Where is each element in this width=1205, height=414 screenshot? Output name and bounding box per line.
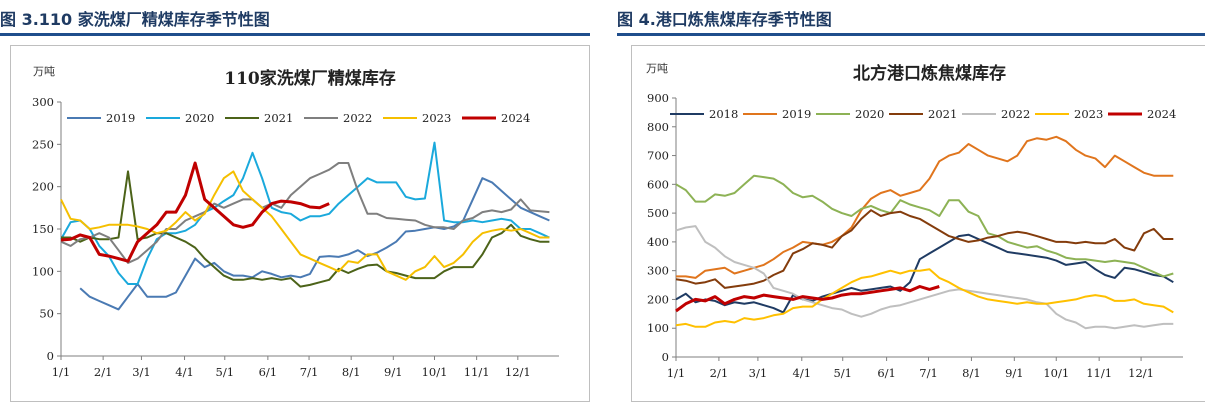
x-tick-label: 6/1 [877, 366, 896, 380]
right-panel: 图 4.港口炼焦煤库存季节性图 北方港口炼焦煤库存 万吨 0 100 200 300 400… [617, 0, 1205, 414]
x-tick-label: 11/1 [464, 365, 490, 379]
x-tick-label: 11/1 [1086, 366, 1112, 380]
chart-frame: 110家洗煤厂精煤库存 万吨 0 50 100 150 200 250 300 1/1 2/1 3/1… [10, 45, 590, 402]
x-tick-label: 4/1 [175, 365, 194, 379]
x-tick-label: 10/1 [422, 365, 448, 379]
x-tick-label: 2/1 [94, 365, 113, 379]
series-line-2021 [675, 209, 1174, 289]
x-tick-label: 5/1 [216, 365, 235, 379]
y-tick-label: 250 [32, 137, 54, 151]
legend-label: 2019 [782, 107, 811, 121]
x-tick-label: 2/1 [710, 366, 729, 380]
x-tick-label: 7/1 [300, 365, 319, 379]
left-panel: 图 3.110 家洗煤厂精煤库存季节性图 110家洗煤厂精煤库存 万吨 0 50 100… [0, 0, 590, 414]
x-tick-label: 12/1 [505, 365, 531, 379]
legend-label: 2022 [1001, 107, 1030, 121]
y-tick-label: 100 [32, 264, 54, 278]
y-tick-label: 100 [647, 321, 669, 335]
y-tick-label: 800 [647, 120, 669, 134]
y-tick-label: 900 [647, 91, 669, 105]
x-tick-label: 3/1 [749, 366, 768, 380]
caption-rule [0, 33, 590, 36]
chart-title: 北方港口炼焦煤库存 [853, 63, 1006, 84]
y-tick-label: 0 [662, 350, 669, 364]
x-tick-label: 8/1 [342, 365, 361, 379]
x-tick-label: 1/1 [52, 365, 71, 379]
legend-label: 2021 [928, 107, 957, 121]
series-line-2024 [675, 285, 940, 313]
caption-rule [617, 33, 1205, 36]
y-tick-label: 700 [647, 149, 669, 163]
x-tick-label: 5/1 [833, 366, 852, 380]
x-tick-label: 4/1 [793, 366, 812, 380]
x-tick-label: 9/1 [384, 365, 403, 379]
x-tick-label: 7/1 [919, 366, 938, 380]
series-line-2019 [79, 177, 550, 311]
figure-caption: 图 4.港口炼焦煤库存季节性图 [617, 10, 832, 29]
legend-label: 2018 [709, 107, 738, 121]
series-line-2020 [60, 141, 550, 285]
figure-caption: 图 3.110 家洗煤厂精煤库存季节性图 [0, 10, 270, 29]
y-tick-label: 0 [47, 349, 54, 363]
x-tick-label: 6/1 [259, 365, 278, 379]
x-tick-label: 10/1 [1043, 366, 1069, 380]
x-tick-label: 12/1 [1128, 366, 1154, 380]
series-line-2021 [61, 170, 550, 288]
x-tick-label: 1/1 [667, 366, 686, 380]
y-unit-label: 万吨 [646, 62, 668, 75]
series-line-2019 [676, 135, 1174, 279]
series-line-2020 [675, 174, 1174, 278]
series-line-2022 [60, 162, 550, 264]
y-tick-label: 600 [647, 177, 669, 191]
series-line-2024 [60, 161, 330, 263]
chart-title: 110家洗煤厂精煤库存 [224, 68, 396, 89]
legend-label: 2021 [264, 111, 293, 125]
y-tick-label: 200 [647, 292, 669, 306]
y-tick-label: 150 [32, 222, 54, 236]
legend-label: 2022 [343, 111, 372, 125]
x-tick-label: 3/1 [132, 365, 151, 379]
legend-label: 2023 [1074, 107, 1103, 121]
series-line-2023 [60, 170, 550, 281]
series-line-2023 [675, 268, 1174, 328]
x-tick-label: 8/1 [962, 366, 981, 380]
chart-0: 110家洗煤厂精煤库存 万吨 0 50 100 150 200 250 300 1/1 2/1 3/1… [32, 65, 559, 379]
x-tick-label: 9/1 [1005, 366, 1024, 380]
legend-label: 2020 [185, 111, 214, 125]
y-tick-label: 50 [39, 307, 54, 321]
y-tick-label: 400 [647, 235, 669, 249]
legend-label: 2023 [422, 111, 451, 125]
legend-label: 2024 [501, 111, 530, 125]
y-tick-label: 500 [647, 206, 669, 220]
legend-label: 2024 [1147, 107, 1176, 121]
legend-label: 2019 [106, 111, 135, 125]
chart-frame: 北方港口炼焦煤库存 万吨 0 100 200 300 400 500 600 700 800 900 1… [631, 45, 1205, 402]
y-tick-label: 200 [32, 180, 54, 194]
y-tick-label: 300 [647, 264, 669, 278]
series-line-2022 [675, 225, 1174, 330]
series-line-2018 [675, 233, 1174, 314]
chart-1: 北方港口炼焦煤库存 万吨 0 100 200 300 400 500 600 700 800 900 1… [646, 62, 1183, 380]
y-unit-label: 万吨 [33, 65, 55, 78]
legend-label: 2020 [855, 107, 884, 121]
y-tick-label: 300 [32, 95, 54, 109]
